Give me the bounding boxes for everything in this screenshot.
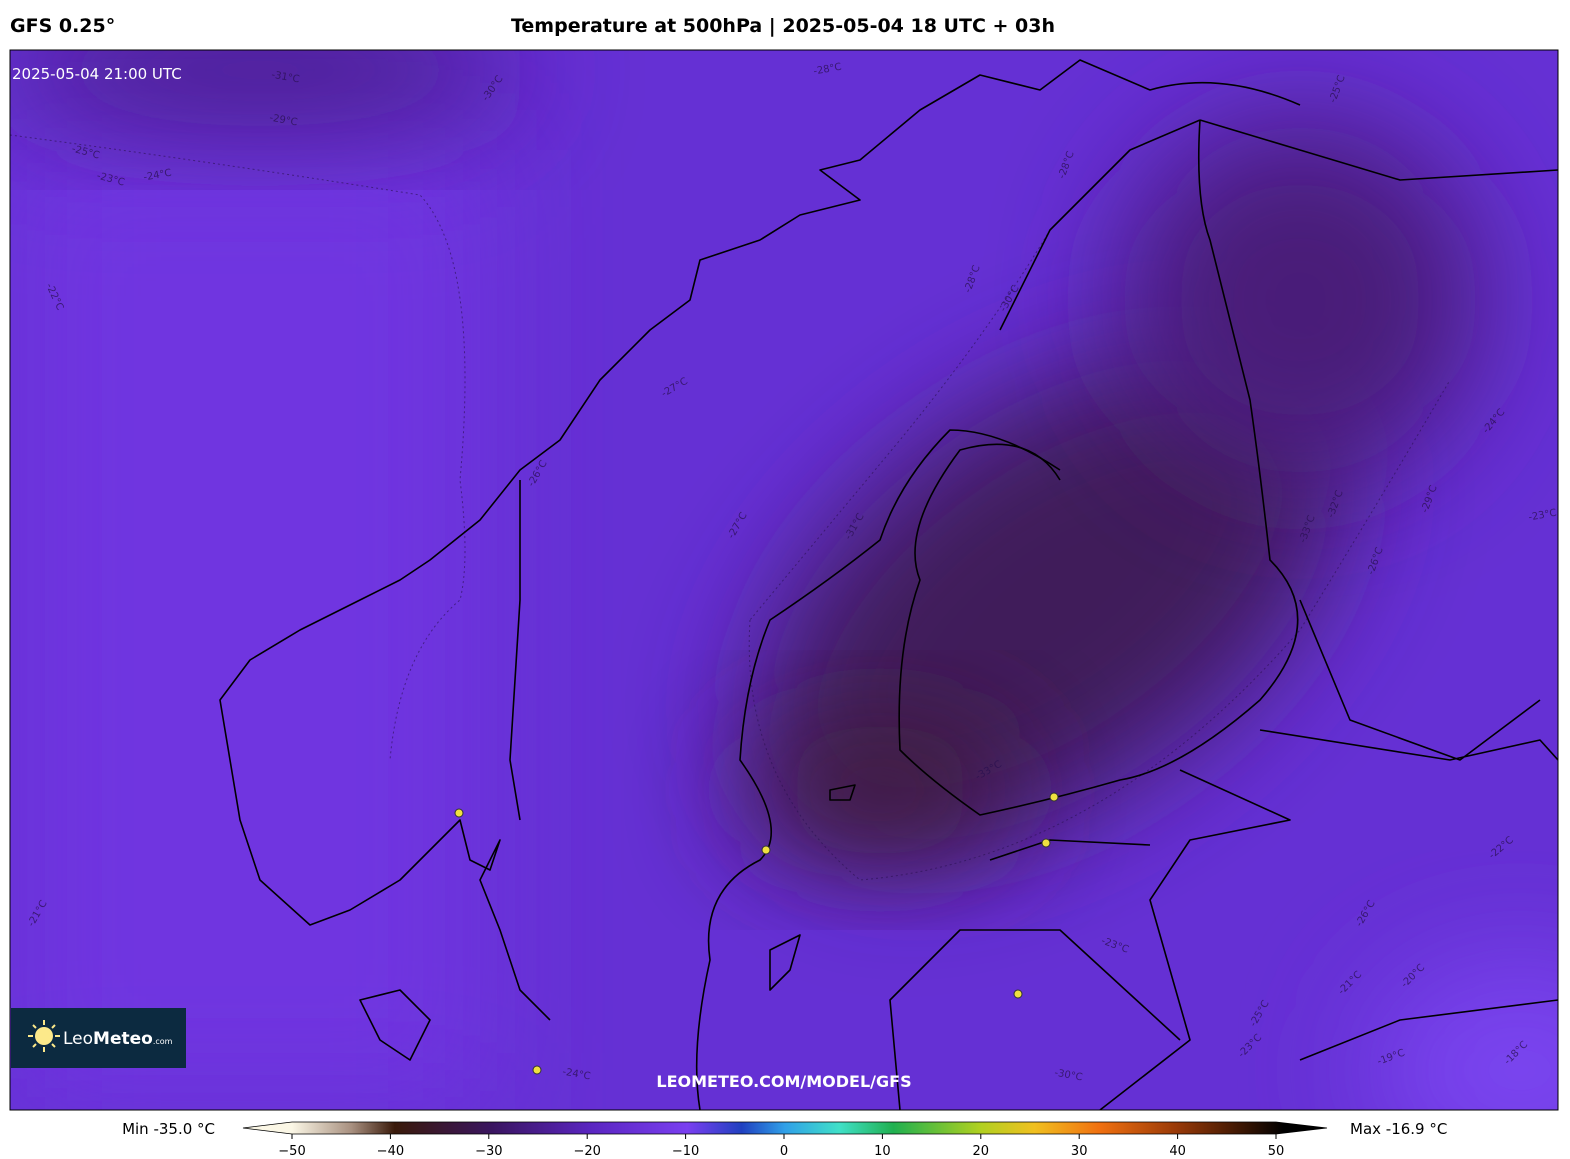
city-dot bbox=[454, 808, 464, 818]
isotherm bbox=[748, 379, 1451, 881]
city-dot bbox=[1013, 989, 1023, 999]
cold-core bbox=[740, 720, 1020, 860]
city-dot bbox=[761, 845, 771, 855]
colorbar-tick-label: 20 bbox=[973, 1144, 990, 1159]
contour-label: -23°C bbox=[1528, 508, 1558, 524]
colorbar-tick-label: 0 bbox=[780, 1144, 788, 1159]
warm-area bbox=[1370, 960, 1558, 1110]
contour-label: -29°C bbox=[269, 113, 299, 129]
coastline bbox=[695, 429, 1061, 1110]
logo-name: Leo bbox=[63, 1029, 93, 1049]
city-dot bbox=[1041, 838, 1051, 848]
cities bbox=[454, 792, 1059, 1075]
map: -31°C -30°C-29°C-28°C-25°C-23°C -24°C-22°C… bbox=[10, 50, 1558, 1110]
colorbar-tick-label: −30 bbox=[475, 1144, 502, 1159]
min-label: Min -35.0 °C bbox=[122, 1120, 215, 1138]
cold-area bbox=[10, 50, 520, 130]
isotherm bbox=[10, 134, 466, 761]
watermark: LEOMETEO.COM/MODEL/GFS bbox=[656, 1072, 911, 1091]
colorbar-tick-label: 30 bbox=[1071, 1144, 1088, 1159]
map-frame bbox=[9, 49, 1559, 1111]
logo-sun bbox=[28, 1020, 60, 1052]
city-dot bbox=[1049, 792, 1059, 802]
contour-label: -24°C bbox=[562, 1067, 592, 1083]
colorbar-tick-label: 10 bbox=[874, 1144, 891, 1159]
contour-label: -30°C bbox=[1054, 1068, 1084, 1084]
max-label: Max -16.9 °C bbox=[1350, 1120, 1447, 1138]
colorbar-tick-label: 50 bbox=[1268, 1144, 1285, 1159]
colorbar-tick-label: 40 bbox=[1169, 1144, 1186, 1159]
island bbox=[359, 784, 856, 1061]
colorbar-tick-label: −20 bbox=[573, 1144, 600, 1159]
map-title: Temperature at 500hPa | 2025-05-04 18 UT… bbox=[511, 15, 1055, 37]
contour-label: -31°C bbox=[271, 70, 301, 86]
colorbar-tick-label: −40 bbox=[377, 1144, 404, 1159]
contour-label: -28°C bbox=[813, 62, 843, 78]
border bbox=[509, 119, 1558, 1110]
colorbar-scale bbox=[242, 1121, 1328, 1135]
warm-area bbox=[10, 150, 480, 1110]
logo-text: LeoMeteo.com bbox=[63, 1029, 173, 1049]
colorbar-tick-label: −10 bbox=[672, 1144, 699, 1159]
city-dot bbox=[532, 1065, 542, 1075]
model-name: GFS 0.25° bbox=[10, 15, 115, 37]
coastline bbox=[219, 59, 1301, 1021]
contour-label: -24°C bbox=[143, 168, 173, 184]
colorbar-tick-label: −50 bbox=[278, 1144, 305, 1159]
cold-area bbox=[1120, 120, 1480, 480]
coastline bbox=[898, 119, 1299, 816]
colorbar: −50 −40 −30 −20 −10 0 10 20 30 40 50 bbox=[242, 1121, 1328, 1159]
valid-time: 2025-05-04 21:00 UTC bbox=[12, 65, 182, 83]
logo-suffix: .com bbox=[153, 1037, 173, 1046]
logo-name-bold: Meteo bbox=[93, 1029, 153, 1049]
